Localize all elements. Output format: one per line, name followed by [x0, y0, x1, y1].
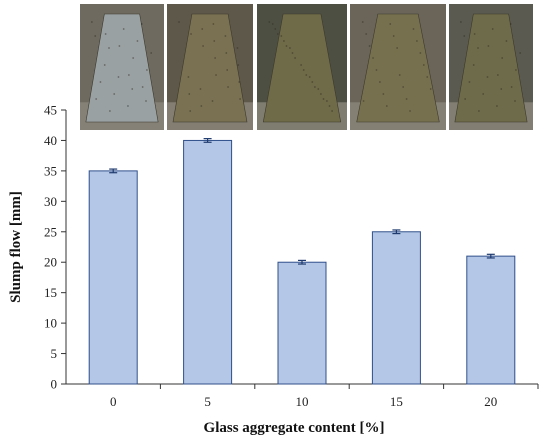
axes: 0 5 10 15 20 25 30 35 40 45 0 5 10 15 20 — [44, 103, 539, 409]
y-tick-label: 35 — [44, 163, 57, 178]
y-tick-label: 45 — [44, 103, 57, 118]
y-axis-title: Slump flow [mm] — [8, 191, 24, 303]
y-tick-label: 10 — [44, 316, 57, 331]
error-bar-20 — [486, 253, 495, 259]
photo-glass-20 — [449, 4, 533, 130]
bar-15 — [371, 231, 421, 385]
photo-glass-10 — [257, 4, 347, 130]
error-bar-5 — [203, 138, 212, 143]
y-tick-label: 5 — [51, 346, 58, 361]
bar-5 — [183, 139, 233, 385]
y-tick-label: 30 — [44, 194, 57, 209]
y-tick-label: 20 — [44, 255, 57, 270]
bar-20 — [466, 255, 516, 385]
bar-10 — [277, 261, 327, 385]
bar-0 — [88, 170, 138, 385]
error-bar-10 — [298, 259, 306, 265]
y-tick-label: 40 — [44, 133, 57, 148]
x-axis-title: Glass aggregate content [%] — [204, 420, 385, 436]
y-tick-label: 15 — [44, 285, 57, 300]
x-tick-label: 10 — [296, 394, 309, 409]
y-tick-label: 25 — [44, 224, 57, 239]
bars — [88, 138, 516, 385]
x-tick-label: 15 — [390, 394, 403, 409]
photo-glass-0 — [80, 4, 164, 130]
x-tick-label: 0 — [110, 394, 117, 409]
photo-glass-15 — [350, 4, 446, 130]
error-bar-0 — [109, 168, 118, 174]
y-tick-label: 0 — [51, 377, 58, 392]
error-bar-15 — [392, 229, 401, 235]
x-tick-label: 5 — [204, 394, 211, 409]
x-tick-label: 20 — [484, 394, 497, 409]
photo-glass-5 — [167, 4, 253, 130]
